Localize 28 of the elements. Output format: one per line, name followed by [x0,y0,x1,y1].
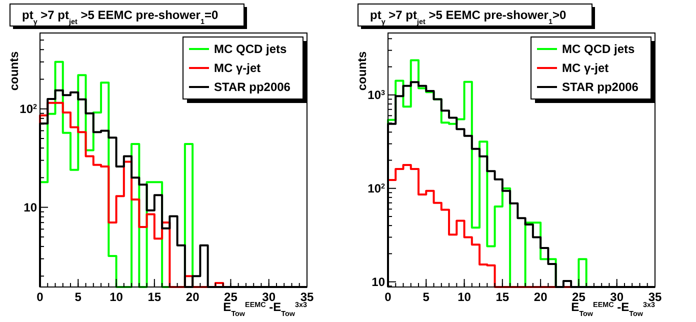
legend-label: MC QCD jets [562,42,635,56]
x-tick-label: 0 [384,290,392,304]
x-tick-label: 5 [74,290,82,304]
chart-title: pt$_{γ}$ >7 pt$_{jet}$ >5 EEMC pre-shower$_{1}$>0 [370,8,566,26]
x-tick-label: 15 [148,290,162,304]
x-tick-label: 5 [422,290,430,304]
x-tick-label: 30 [610,290,624,304]
y-tick-label: 10$^{2}$ [20,101,37,116]
x-tick-label: 25 [224,290,238,304]
x-tick-label: 25 [572,290,586,304]
legend-label: MC γ-jet [214,61,261,75]
legend-label: STAR pp2006 [214,80,291,94]
chart-title: pt$_{γ}$ >7 pt$_{jet}$ >5 EEMC pre-shower$_{1}$=0 [22,8,218,26]
legend-label: MC γ-jet [562,61,609,75]
legend-label: MC QCD jets [214,42,287,56]
x-tick-label: 20 [534,290,548,304]
legend-label: STAR pp2006 [562,80,639,94]
x-tick-label: 15 [496,290,510,304]
y-tick-label: 10$^{2}$ [368,180,385,196]
x-tick-label: 30 [262,290,276,304]
y-tick-label: 10$^{3}$ [368,87,385,102]
x-tick-label: 0 [36,290,44,304]
x-tick-label: 10 [110,290,124,304]
x-tick-label: 10 [458,290,472,304]
y-tick-label: 10 [372,274,386,289]
x-tick-label: 20 [186,290,200,304]
y-axis-title: counts [7,51,21,91]
y-axis-title: counts [355,51,369,91]
